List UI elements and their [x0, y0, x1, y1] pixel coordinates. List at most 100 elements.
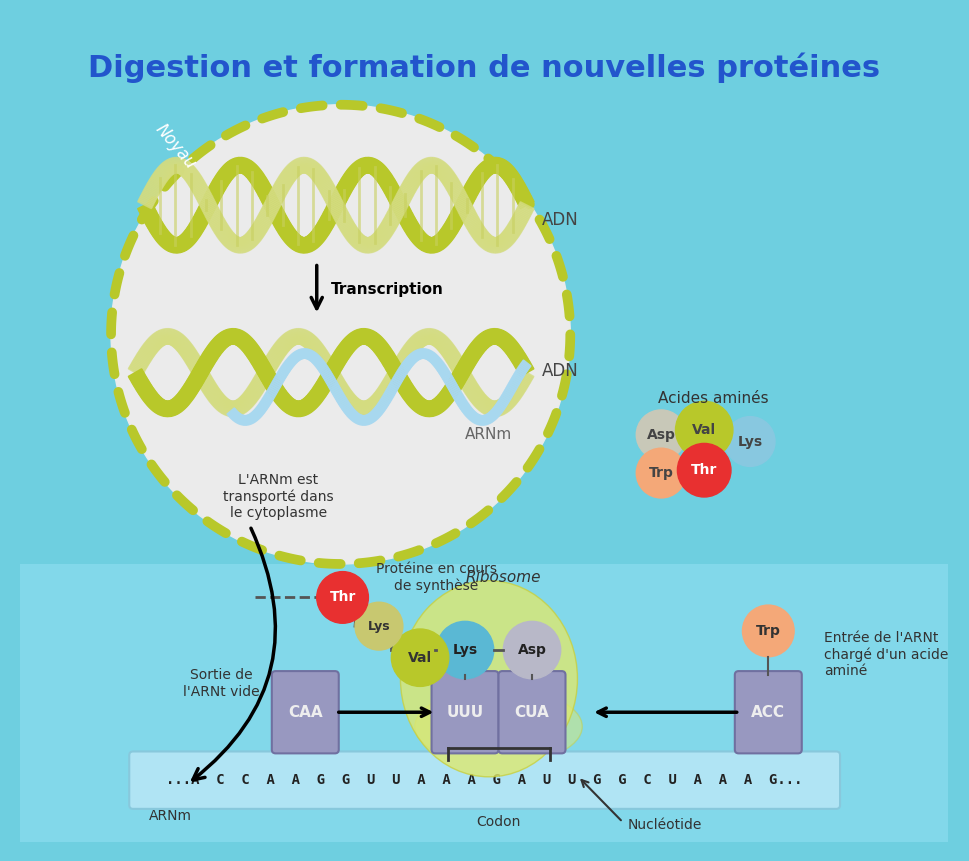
Polygon shape — [206, 347, 220, 356]
Polygon shape — [519, 201, 534, 210]
Polygon shape — [423, 329, 428, 344]
Polygon shape — [326, 206, 340, 214]
Polygon shape — [303, 158, 306, 173]
Circle shape — [355, 602, 402, 650]
Polygon shape — [521, 362, 529, 369]
Polygon shape — [199, 358, 213, 368]
Polygon shape — [148, 180, 163, 189]
Polygon shape — [262, 362, 276, 371]
Polygon shape — [231, 237, 238, 251]
Polygon shape — [347, 335, 359, 347]
Polygon shape — [259, 189, 273, 198]
Polygon shape — [425, 158, 430, 173]
Polygon shape — [410, 170, 423, 180]
Polygon shape — [139, 386, 152, 395]
Polygon shape — [500, 335, 511, 347]
Polygon shape — [310, 353, 317, 362]
Text: Ribosome: Ribosome — [465, 570, 541, 585]
Polygon shape — [285, 232, 297, 244]
Polygon shape — [342, 340, 355, 351]
Polygon shape — [513, 215, 526, 224]
Polygon shape — [432, 358, 440, 365]
Polygon shape — [180, 235, 192, 246]
Polygon shape — [298, 401, 303, 416]
Polygon shape — [170, 331, 176, 344]
Polygon shape — [205, 348, 219, 357]
Polygon shape — [182, 386, 196, 395]
Polygon shape — [163, 162, 172, 175]
Polygon shape — [460, 357, 475, 367]
Polygon shape — [258, 403, 267, 410]
Polygon shape — [319, 220, 332, 229]
Polygon shape — [451, 210, 465, 219]
Polygon shape — [304, 238, 309, 252]
Polygon shape — [412, 336, 422, 348]
Polygon shape — [454, 368, 469, 376]
Polygon shape — [429, 329, 433, 344]
Polygon shape — [516, 193, 530, 201]
Polygon shape — [362, 401, 363, 417]
Polygon shape — [282, 335, 293, 347]
Polygon shape — [467, 179, 482, 189]
Polygon shape — [509, 180, 522, 189]
Polygon shape — [459, 194, 474, 202]
Polygon shape — [468, 346, 481, 356]
Polygon shape — [481, 163, 491, 175]
Polygon shape — [412, 352, 419, 361]
Polygon shape — [221, 331, 230, 345]
Polygon shape — [257, 215, 271, 224]
Polygon shape — [451, 375, 464, 384]
Polygon shape — [518, 199, 533, 208]
Polygon shape — [290, 163, 300, 175]
Polygon shape — [433, 399, 444, 412]
Polygon shape — [390, 367, 404, 376]
Polygon shape — [496, 400, 504, 414]
Polygon shape — [441, 390, 454, 400]
Polygon shape — [224, 234, 235, 246]
Polygon shape — [325, 208, 339, 217]
Polygon shape — [178, 392, 191, 402]
Polygon shape — [141, 195, 155, 202]
Polygon shape — [395, 371, 405, 378]
Polygon shape — [214, 225, 229, 234]
Polygon shape — [234, 401, 238, 416]
Polygon shape — [198, 376, 212, 386]
Polygon shape — [223, 234, 234, 245]
Polygon shape — [336, 186, 351, 195]
Polygon shape — [413, 335, 423, 347]
Polygon shape — [279, 226, 293, 235]
Polygon shape — [177, 393, 190, 404]
Polygon shape — [264, 204, 278, 212]
Polygon shape — [316, 177, 329, 186]
Polygon shape — [375, 391, 389, 400]
Polygon shape — [176, 340, 189, 350]
Polygon shape — [288, 331, 296, 345]
Polygon shape — [440, 392, 453, 402]
Polygon shape — [149, 397, 161, 408]
Polygon shape — [317, 362, 326, 369]
Polygon shape — [504, 389, 513, 396]
Polygon shape — [500, 398, 511, 410]
Polygon shape — [381, 353, 394, 362]
Polygon shape — [277, 339, 290, 350]
Polygon shape — [358, 237, 365, 251]
Polygon shape — [157, 400, 165, 414]
Polygon shape — [450, 214, 464, 222]
Polygon shape — [172, 333, 182, 346]
Polygon shape — [203, 353, 216, 362]
Polygon shape — [283, 362, 292, 369]
Polygon shape — [165, 161, 173, 174]
Polygon shape — [427, 238, 431, 253]
Polygon shape — [421, 160, 429, 174]
Polygon shape — [322, 365, 336, 375]
Polygon shape — [453, 392, 461, 398]
Polygon shape — [437, 167, 450, 178]
Polygon shape — [198, 207, 212, 215]
Polygon shape — [392, 374, 406, 382]
Polygon shape — [321, 362, 334, 372]
Polygon shape — [179, 391, 192, 401]
Polygon shape — [367, 238, 369, 253]
Polygon shape — [211, 340, 224, 351]
Polygon shape — [380, 177, 393, 187]
Polygon shape — [155, 230, 168, 240]
